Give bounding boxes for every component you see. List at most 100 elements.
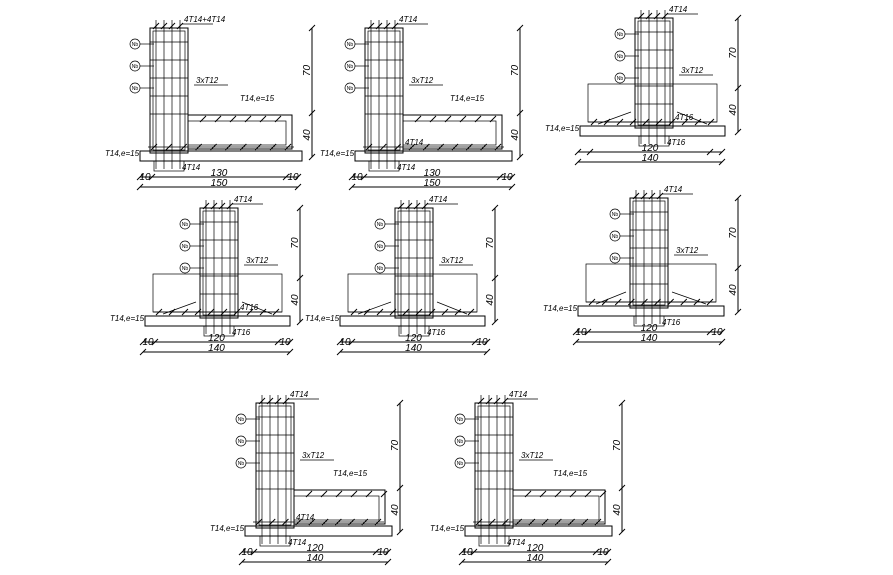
- dim-vertical-upper: 70: [290, 237, 301, 249]
- top-bars-label: 4T14: [509, 390, 528, 399]
- bar-mark-label: Nb: [377, 244, 384, 250]
- dim-right: 10: [501, 172, 513, 183]
- column-outline: [149, 27, 189, 154]
- dim-total: 140: [405, 343, 422, 354]
- stirrups-label: 3xT12: [441, 256, 464, 265]
- stirrups-label: 3xT12: [411, 76, 434, 85]
- bottom-bars-label: 4T16: [427, 328, 446, 337]
- base-bars-label: T14,e=15: [105, 149, 140, 158]
- column-stub: [259, 535, 291, 547]
- bar-mark-label: Nb: [182, 222, 189, 228]
- dim-vertical-lower: 40: [728, 284, 739, 296]
- dim-mid: 120: [527, 543, 544, 554]
- column-outline: [629, 197, 669, 309]
- bottom-bars-label: 4T14: [397, 163, 416, 172]
- bar-mark-label: Nb: [617, 54, 624, 60]
- footing-detail-5: Nb Nb Nb 4T14 3xT12 T14,e=15 4T16 10 120 10 140 70 4…: [305, 195, 499, 356]
- bar-mark-label: Nb: [612, 256, 619, 262]
- bar-mark-label: Nb: [612, 234, 619, 240]
- dim-total: 140: [208, 343, 225, 354]
- bar-mark-label: Nb: [238, 439, 245, 445]
- top-bars-label: 4T14: [290, 390, 309, 399]
- bottom-bars-label: 4T16: [667, 138, 686, 147]
- base-pad: [139, 150, 303, 162]
- bar-mark-label: Nb: [182, 266, 189, 272]
- dim-left: 10: [461, 547, 473, 558]
- bar-mark-label: Nb: [238, 461, 245, 467]
- bottom-bars-label: 4T16: [662, 318, 681, 327]
- dim-total: 140: [527, 553, 544, 564]
- column-outline: [364, 27, 404, 154]
- dim-mid: 120: [307, 543, 324, 554]
- dim-total: 150: [211, 178, 228, 189]
- bar-mark-label: Nb: [182, 244, 189, 250]
- column-stub: [153, 160, 185, 172]
- base-bars-label: T14,e=15: [320, 149, 355, 158]
- bottom-bars-label: 4T14: [182, 163, 201, 172]
- bar-mark-label: Nb: [457, 439, 464, 445]
- dim-vertical-lower: 40: [290, 294, 301, 306]
- base-bars-label: T14,e=15: [543, 304, 578, 313]
- base-pad: [464, 525, 613, 537]
- base-pad: [354, 150, 513, 162]
- dim-total: 140: [641, 333, 658, 344]
- dim-mid: 130: [424, 168, 441, 179]
- bar-mark-label: Nb: [132, 86, 139, 92]
- stirrups-label: 3xT12: [681, 66, 704, 75]
- slab-bars-label: T14,e=15: [240, 94, 275, 103]
- slab-rebar: [512, 495, 600, 521]
- bar-mark-label: Nb: [132, 64, 139, 70]
- column-stub: [203, 325, 235, 337]
- footing-detail-4: Nb Nb Nb 4T14 3xT12 4T16 T14,e=15 4T16 10 120 10 14…: [110, 195, 304, 356]
- slab-rebar: [187, 120, 287, 146]
- bar-mark-label: Nb: [617, 32, 624, 38]
- column-cover: [367, 30, 401, 151]
- dim-right: 10: [711, 327, 723, 338]
- top-bars-label: 4T14: [669, 5, 688, 14]
- dim-vertical-upper: 70: [485, 237, 496, 249]
- column-cover: [397, 210, 431, 316]
- stirrups-label: 3xT12: [521, 451, 544, 460]
- column-stub: [478, 535, 510, 547]
- stirrups-label: 3xT12: [246, 256, 269, 265]
- dim-vertical-lower: 40: [390, 504, 401, 516]
- dim-right: 10: [287, 172, 299, 183]
- dim-right: 10: [597, 547, 609, 558]
- bar-mark-label: Nb: [238, 417, 245, 423]
- dim-vertical-lower: 40: [510, 129, 521, 141]
- dim-left: 10: [139, 172, 151, 183]
- bottom-bars-label: 4T14: [288, 538, 307, 547]
- column-outline: [634, 17, 674, 129]
- dim-left: 10: [241, 547, 253, 558]
- dim-vertical-upper: 70: [728, 47, 739, 59]
- dim-right: 10: [279, 337, 291, 348]
- mid-bars-label: 4T16: [675, 113, 694, 122]
- dim-vertical-upper: 70: [510, 65, 521, 77]
- base-bars-label: T14,e=15: [210, 524, 245, 533]
- slab-bars-label: T14,e=15: [553, 469, 588, 478]
- column-outline: [199, 207, 239, 319]
- bar-mark-label: Nb: [347, 86, 354, 92]
- dim-mid: 130: [211, 168, 228, 179]
- dim-mid: 120: [641, 323, 658, 334]
- footing-outline: [347, 273, 478, 313]
- slab-rebar: [402, 120, 497, 146]
- column-cover: [632, 200, 666, 306]
- dim-total: 140: [307, 553, 324, 564]
- dim-total: 150: [424, 178, 441, 189]
- top-bars-label: 4T14+4T14: [184, 15, 226, 24]
- dim-vertical-lower: 40: [485, 294, 496, 306]
- top-bars-label: 4T14: [429, 195, 448, 204]
- footing-outline: [152, 273, 283, 313]
- column-cover: [202, 210, 236, 316]
- base-bars-label: T14,e=15: [110, 314, 145, 323]
- base-bars-label: T14,e=15: [430, 524, 465, 533]
- dim-vertical-upper: 70: [728, 227, 739, 239]
- bar-mark-label: Nb: [377, 222, 384, 228]
- dim-right: 10: [476, 337, 488, 348]
- column-cover: [477, 405, 511, 526]
- bar-mark-label: Nb: [347, 42, 354, 48]
- stirrups-label: 3xT12: [302, 451, 325, 460]
- column-cover: [258, 405, 292, 526]
